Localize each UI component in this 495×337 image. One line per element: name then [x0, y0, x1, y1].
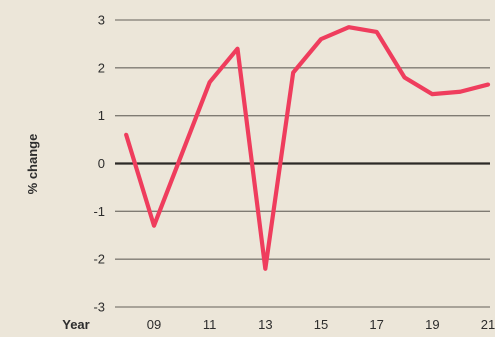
y-axis-title: % change: [25, 134, 40, 195]
x-axis-tick-label: 19: [425, 317, 439, 332]
x-axis-tick-label: 13: [258, 317, 272, 332]
y-axis-tick-label: 1: [98, 108, 105, 123]
y-axis-tick-label: 3: [98, 13, 105, 28]
x-axis-tick-label: 11: [203, 317, 217, 332]
x-axis-tick-labels: 09 11 13 15 17 19 21: [147, 317, 495, 332]
y-axis-tick-label: -2: [93, 252, 105, 267]
y-axis-tick-label: 2: [98, 60, 105, 75]
series-line: [124, 25, 491, 271]
y-axis-tick-label: -3: [93, 300, 105, 315]
y-axis-tick-label: 0: [98, 156, 105, 171]
y-axis-tick-labels: 3 2 1 0 -1 -2 -3: [93, 13, 105, 315]
x-axis-tick-label: 21: [481, 317, 495, 332]
x-axis-tick-label: 09: [147, 317, 161, 332]
y-axis-tick-label: -1: [93, 204, 105, 219]
x-axis-tick-label: 17: [369, 317, 383, 332]
x-axis-tick-label: 15: [314, 317, 328, 332]
series-layer: [124, 25, 491, 271]
x-axis-title: Year: [62, 317, 89, 332]
